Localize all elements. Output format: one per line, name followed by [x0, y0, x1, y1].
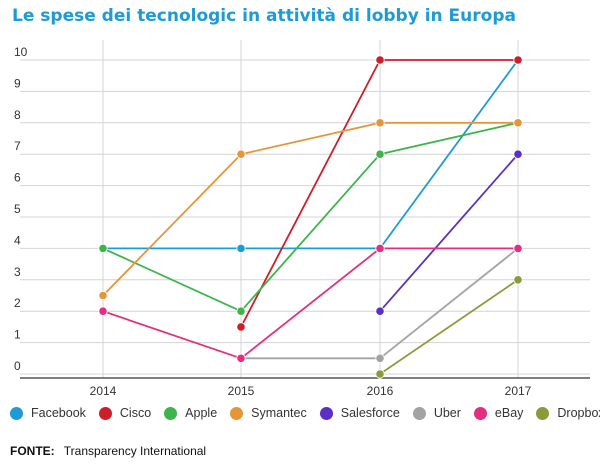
- legend-item-uber: Uber: [412, 406, 461, 420]
- y-tick-label: 1: [14, 328, 21, 342]
- data-point-apple: [236, 306, 246, 316]
- legend-label-facebook: Facebook: [31, 406, 86, 420]
- legend-label-uber: Uber: [433, 406, 461, 420]
- legend-swatch-salesforce: [319, 406, 333, 420]
- data-point-ebay: [236, 353, 246, 363]
- x-tick-label: 2017: [505, 384, 532, 398]
- y-tick-label: 10: [14, 45, 28, 59]
- series-line-symantec: [102, 121, 518, 297]
- grid: 0 1 2 3 4 5 6 7 8 9 10 2014 2015 2016 2017: [14, 40, 590, 398]
- legend-swatch-symantec: [230, 406, 244, 420]
- data-point-apple: [98, 243, 108, 253]
- data-point-dropbox: [513, 275, 523, 285]
- data-point-cisco: [375, 55, 385, 65]
- series-line-dropbox: [379, 279, 519, 375]
- legend-swatch-cisco: [98, 406, 112, 420]
- x-tick-label: 2014: [90, 384, 117, 398]
- y-tick-label: 3: [14, 265, 21, 279]
- data-point-ebay: [98, 306, 108, 316]
- legend-swatch-ebay: [473, 406, 487, 420]
- legend-item-symantec: Symantec: [230, 406, 307, 420]
- series-line-ebay: [102, 247, 518, 360]
- legend-item-cisco: Cisco: [98, 406, 152, 420]
- legend-item-apple: Apple: [164, 406, 217, 420]
- data-point-symantec: [375, 118, 385, 128]
- data-point-apple: [375, 149, 385, 159]
- y-tick-label: 4: [14, 233, 21, 247]
- source-value: Transparency International: [63, 444, 207, 458]
- line-chart: 0 1 2 3 4 5 6 7 8 9 10 2014 2015 2016 2017: [14, 40, 590, 398]
- y-tick-label: 0: [14, 359, 21, 373]
- y-tick-label: 9: [14, 76, 21, 90]
- data-point-symantec: [513, 118, 523, 128]
- series-line-salesforce: [379, 153, 519, 312]
- data-point-cisco: [236, 322, 246, 332]
- legend-label-symantec: Symantec: [251, 406, 307, 420]
- series-line-apple: [102, 121, 519, 313]
- data-point-salesforce: [513, 149, 523, 159]
- data-point-salesforce: [375, 306, 385, 316]
- legend-item-ebay: eBay: [473, 406, 524, 420]
- data-point-dropbox: [375, 369, 385, 379]
- legend-item-facebook: Facebook: [10, 406, 86, 420]
- x-tick-label: 2015: [228, 384, 255, 398]
- legend-swatch-apple: [164, 406, 178, 420]
- legend-label-salesforce: Salesforce: [340, 406, 400, 420]
- legend-item-salesforce: Salesforce: [319, 406, 400, 420]
- y-tick-label: 2: [14, 296, 21, 310]
- source-label: FONTE:: [10, 444, 55, 458]
- y-tick-label: 5: [14, 202, 21, 216]
- y-tick-label: 7: [14, 139, 21, 153]
- legend-label-apple: Apple: [185, 406, 218, 420]
- chart-title: Le spese dei tecnologic in attività di l…: [12, 6, 516, 26]
- y-tick-label: 6: [14, 171, 21, 185]
- legend-item-dropbox: Dropbox: [536, 406, 600, 420]
- data-point-cisco: [513, 55, 523, 65]
- series-line-facebook: [103, 59, 519, 250]
- data-point-ebay: [513, 243, 523, 253]
- legend-label-dropbox: Dropbox: [557, 406, 600, 420]
- data-point-facebook: [236, 243, 246, 253]
- data-point-uber: [375, 353, 385, 363]
- data-point-symantec: [98, 290, 108, 301]
- x-tick-label: 2016: [367, 384, 394, 398]
- data-point-symantec: [236, 149, 246, 159]
- legend: Facebook Cisco Apple Symantec Salesforce Uber…: [10, 403, 600, 423]
- data-points: [98, 55, 523, 379]
- source-note: FONTE: Transparency International: [10, 444, 206, 458]
- data-point-ebay: [375, 243, 385, 253]
- legend-swatch-facebook: [10, 406, 23, 420]
- legend-swatch-dropbox: [536, 406, 550, 420]
- legend-label-cisco: Cisco: [119, 406, 152, 420]
- legend-label-ebay: eBay: [494, 406, 524, 420]
- legend-swatch-uber: [412, 406, 426, 420]
- y-tick-label: 8: [14, 108, 21, 122]
